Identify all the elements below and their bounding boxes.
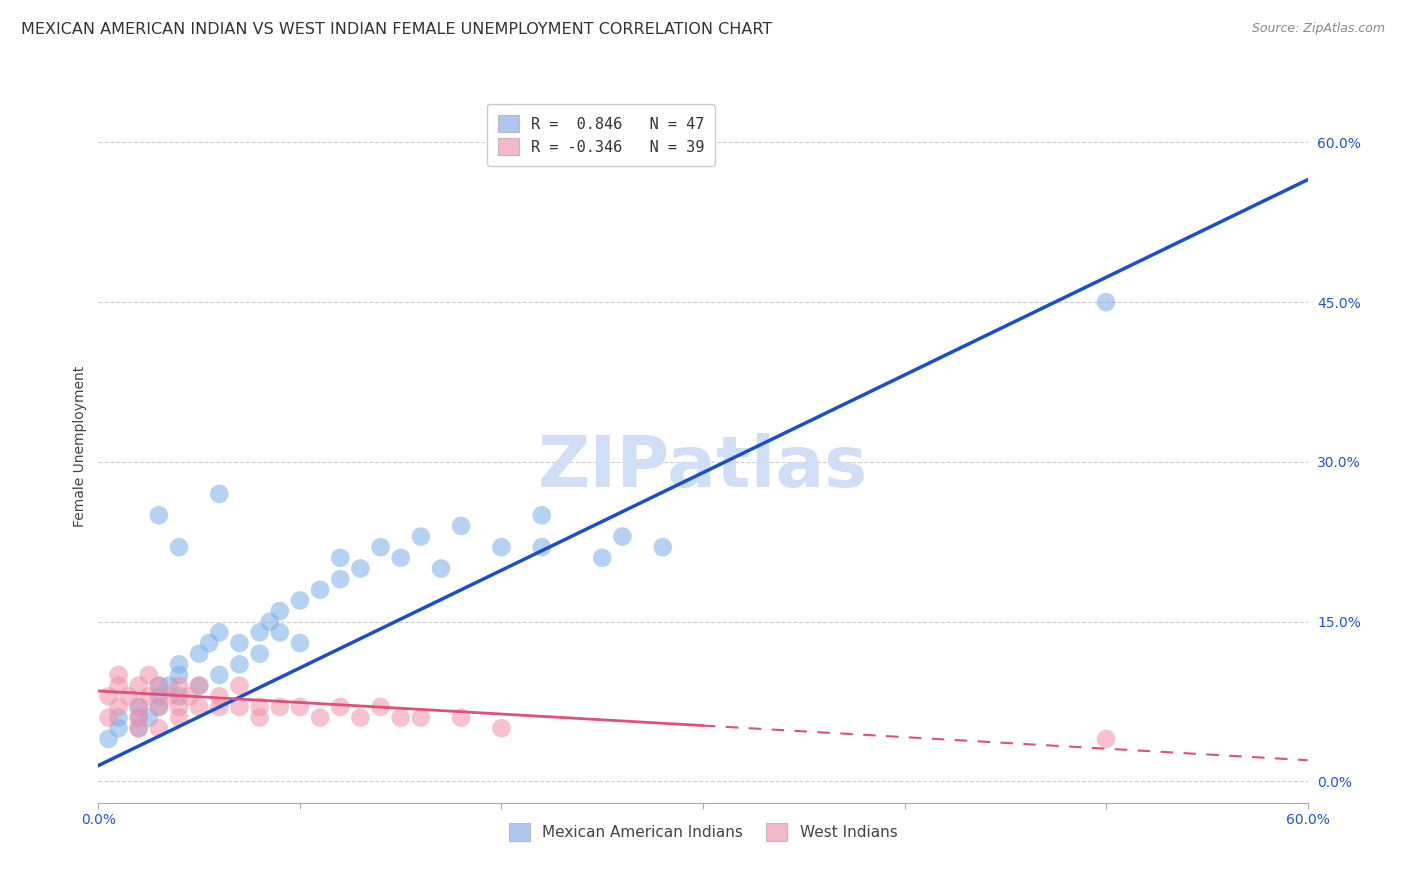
Text: MEXICAN AMERICAN INDIAN VS WEST INDIAN FEMALE UNEMPLOYMENT CORRELATION CHART: MEXICAN AMERICAN INDIAN VS WEST INDIAN F…: [21, 22, 772, 37]
Point: [107, 721, 129, 735]
Point: [249, 710, 271, 724]
Point: [148, 700, 170, 714]
Point: [188, 679, 211, 693]
Y-axis label: Female Unemployment: Female Unemployment: [73, 366, 87, 526]
Point: [389, 710, 412, 724]
Point: [97, 710, 120, 724]
Point: [128, 721, 150, 735]
Point: [148, 508, 170, 523]
Point: [370, 540, 392, 554]
Point: [107, 679, 129, 693]
Point: [188, 647, 211, 661]
Point: [269, 625, 291, 640]
Point: [107, 700, 129, 714]
Point: [329, 550, 352, 565]
Point: [167, 657, 190, 672]
Point: [430, 561, 453, 575]
Point: [409, 529, 432, 543]
Point: [107, 668, 129, 682]
Point: [167, 710, 190, 724]
Point: [288, 700, 311, 714]
Point: [349, 710, 371, 724]
Point: [208, 700, 231, 714]
Point: [148, 679, 170, 693]
Point: [530, 508, 553, 523]
Point: [107, 710, 129, 724]
Point: [329, 572, 352, 586]
Point: [329, 700, 352, 714]
Point: [97, 731, 120, 746]
Point: [128, 721, 150, 735]
Point: [491, 721, 513, 735]
Point: [167, 540, 190, 554]
Point: [450, 519, 472, 533]
Point: [1095, 295, 1118, 310]
Point: [450, 710, 472, 724]
Point: [188, 679, 211, 693]
Point: [612, 529, 634, 543]
Point: [349, 561, 371, 575]
Point: [228, 636, 250, 650]
Point: [288, 593, 311, 607]
Point: [208, 487, 231, 501]
Point: [148, 690, 170, 704]
Point: [309, 710, 332, 724]
Point: [157, 679, 180, 693]
Point: [167, 690, 190, 704]
Point: [118, 690, 141, 704]
Point: [228, 679, 250, 693]
Point: [309, 582, 332, 597]
Point: [138, 668, 160, 682]
Point: [157, 690, 180, 704]
Point: [491, 540, 513, 554]
Point: [167, 679, 190, 693]
Point: [167, 700, 190, 714]
Point: [97, 690, 120, 704]
Point: [249, 647, 271, 661]
Point: [208, 668, 231, 682]
Point: [389, 550, 412, 565]
Point: [188, 700, 211, 714]
Point: [228, 700, 250, 714]
Point: [1095, 731, 1118, 746]
Point: [198, 636, 221, 650]
Legend: Mexican American Indians, West Indians: Mexican American Indians, West Indians: [501, 816, 905, 848]
Point: [269, 700, 291, 714]
Point: [128, 679, 150, 693]
Text: ZIPatlas: ZIPatlas: [538, 433, 868, 502]
Point: [148, 700, 170, 714]
Point: [269, 604, 291, 618]
Point: [138, 690, 160, 704]
Point: [288, 636, 311, 650]
Point: [591, 550, 613, 565]
Point: [370, 700, 392, 714]
Point: [148, 679, 170, 693]
Point: [249, 625, 271, 640]
Point: [530, 540, 553, 554]
Point: [128, 710, 150, 724]
Text: Source: ZipAtlas.com: Source: ZipAtlas.com: [1251, 22, 1385, 36]
Point: [208, 690, 231, 704]
Point: [259, 615, 281, 629]
Point: [249, 700, 271, 714]
Point: [409, 710, 432, 724]
Point: [651, 540, 673, 554]
Point: [167, 668, 190, 682]
Point: [228, 657, 250, 672]
Point: [148, 721, 170, 735]
Point: [128, 700, 150, 714]
Point: [128, 700, 150, 714]
Point: [128, 710, 150, 724]
Point: [138, 710, 160, 724]
Point: [208, 625, 231, 640]
Point: [179, 690, 201, 704]
